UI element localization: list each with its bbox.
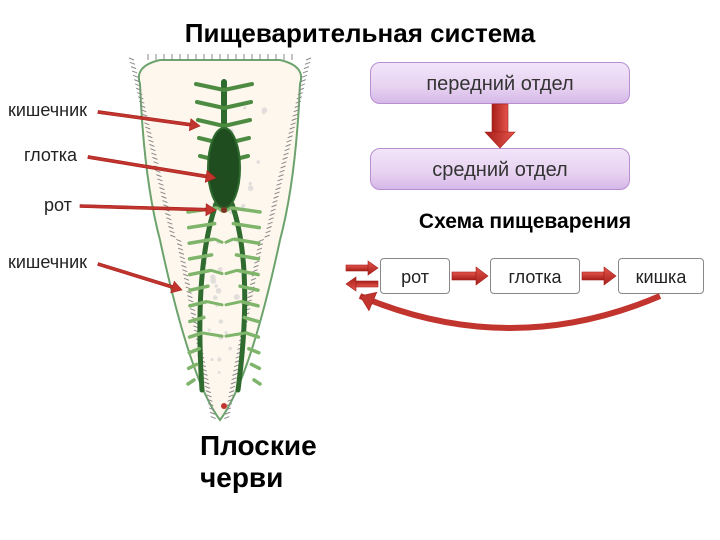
flow-box-pharynx: глотка [490,258,580,294]
anatomy-label-mouth: рот [44,195,72,216]
anatomy-label-intestine-top-text: кишечник [8,100,87,120]
anatomy-label-intestine-bottom-text: кишечник [8,252,87,272]
anatomy-label-pharynx-text: глотка [24,145,77,165]
organism-caption: Плоские черви [200,430,317,494]
flow-box-intestine: кишка [618,258,704,294]
anatomy-label-intestine-top: кишечник [8,100,87,121]
flow-box-mouth-label: рот [401,267,429,287]
organism-caption-line1: Плоские [200,430,317,461]
organism-caption-line2: черви [200,462,283,493]
bidirectional-arrows [346,261,378,291]
flow-box-pharynx-label: глотка [508,267,561,287]
section-pill-middle: средний отдел [370,148,630,190]
anatomy-label-pharynx: глотка [24,145,77,166]
anatomy-pointer-arrows [80,106,217,296]
flow-box-mouth: рот [380,258,450,294]
section-flow-arrow [485,104,515,148]
section-pill-middle-label: средний отдел [432,159,567,181]
worm-illustration [129,54,311,420]
flow-box-intestine-label: кишка [636,267,687,287]
main-title: Пищеварительная система [0,18,720,49]
section-pill-anterior-label: передний отдел [426,73,573,95]
anatomy-label-mouth-text: рот [44,195,72,215]
flow-subtitle: Схема пищеварения [350,210,700,234]
section-pill-anterior: передний отдел [370,62,630,104]
anatomy-label-intestine-bottom: кишечник [8,252,87,273]
